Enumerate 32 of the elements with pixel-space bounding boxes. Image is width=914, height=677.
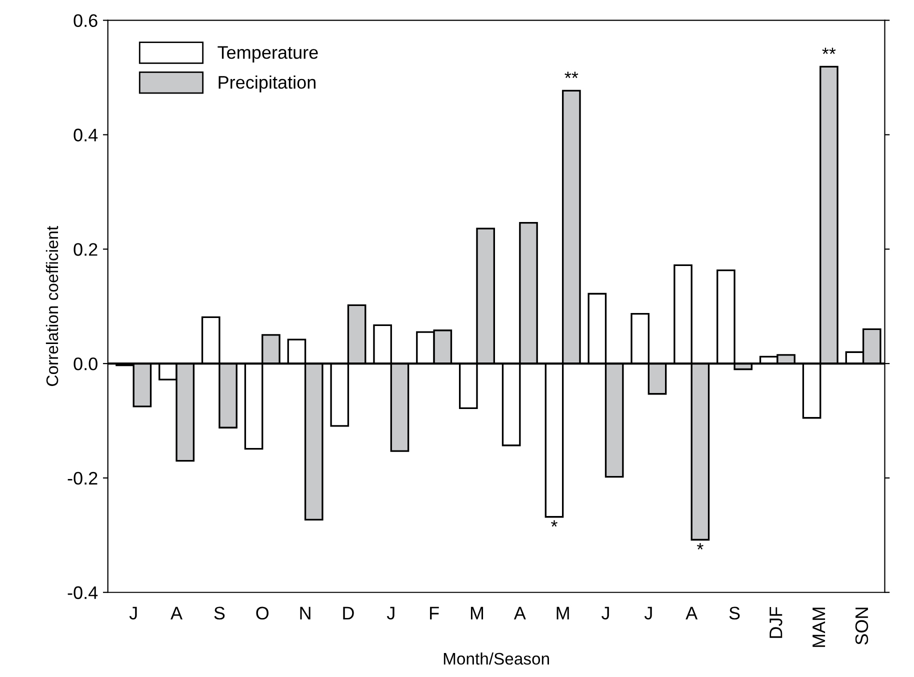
- data-label: *: [696, 543, 704, 550]
- x-tick-label: J: [644, 606, 652, 620]
- y-tick-label: 0.4: [74, 128, 98, 142]
- data-label: **: [564, 72, 578, 78]
- x-tick-label: J: [129, 606, 137, 620]
- y-tick-label: -0.2: [68, 472, 98, 485]
- legend-label: Precipitation: [218, 76, 316, 92]
- x-tick-label: A: [514, 606, 526, 620]
- data-label: *: [551, 520, 558, 527]
- x-tick-label: J: [386, 606, 394, 620]
- y-tick-label: 0.0: [74, 357, 98, 370]
- x-tick-label: M: [470, 606, 484, 620]
- x-tick-label: F: [430, 606, 439, 620]
- x-tick-label: DJF: [770, 606, 782, 638]
- y-tick-label: -0.4: [68, 586, 98, 600]
- x-tick-label: S: [729, 606, 740, 620]
- x-tick-label: S: [214, 606, 225, 620]
- data-label: **: [822, 48, 836, 54]
- x-tick-label: MAM: [812, 608, 826, 647]
- x-tick-label: D: [343, 606, 354, 620]
- legend-label: Temperature: [218, 46, 318, 62]
- y-tick-label: 0.2: [74, 243, 98, 256]
- x-tick-label: O: [256, 606, 269, 620]
- x-axis-title: Month/Season: [444, 652, 549, 665]
- x-tick-label: J: [602, 606, 609, 620]
- x-tick-label: SON: [855, 608, 868, 645]
- x-tick-label: A: [170, 606, 183, 620]
- y-axis-title: Correlation coefficient: [46, 226, 58, 386]
- x-tick-label: N: [300, 606, 310, 620]
- x-tick-label: M: [556, 606, 569, 620]
- x-tick-label: A: [686, 606, 698, 620]
- y-tick-label: 0.6: [74, 14, 98, 28]
